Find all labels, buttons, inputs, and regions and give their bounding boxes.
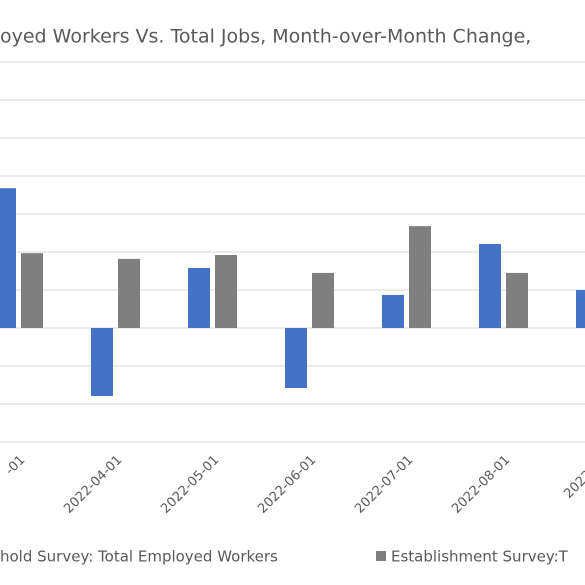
bar bbox=[382, 294, 404, 328]
bar bbox=[479, 244, 501, 328]
bar bbox=[188, 267, 210, 328]
x-tick-label: 2022-08-01 bbox=[449, 453, 513, 517]
bar bbox=[0, 188, 16, 328]
bar bbox=[576, 290, 585, 328]
x-tick-label: -01 bbox=[3, 453, 29, 479]
x-tick-label: 2022-05-01 bbox=[158, 453, 222, 517]
bar bbox=[21, 253, 43, 328]
x-tick-label: 2022-04-01 bbox=[61, 453, 125, 517]
legend-label: Establishment Survey:T bbox=[391, 548, 569, 566]
bar bbox=[312, 272, 334, 328]
legend-swatch bbox=[376, 551, 386, 561]
bar bbox=[118, 258, 140, 328]
legend-label: hold Survey: Total Employed Workers bbox=[0, 548, 278, 566]
chart-title: oyed Workers Vs. Total Jobs, Month-over-… bbox=[0, 26, 531, 48]
x-tick-label: 2022-06-01 bbox=[255, 453, 319, 517]
x-tick-label: 2022-07-01 bbox=[352, 453, 416, 517]
bar bbox=[506, 272, 528, 328]
bar bbox=[91, 328, 113, 397]
bar bbox=[285, 328, 307, 389]
bar bbox=[215, 255, 237, 328]
bar bbox=[409, 226, 431, 328]
x-tick-label: 2022-09 bbox=[561, 453, 585, 502]
